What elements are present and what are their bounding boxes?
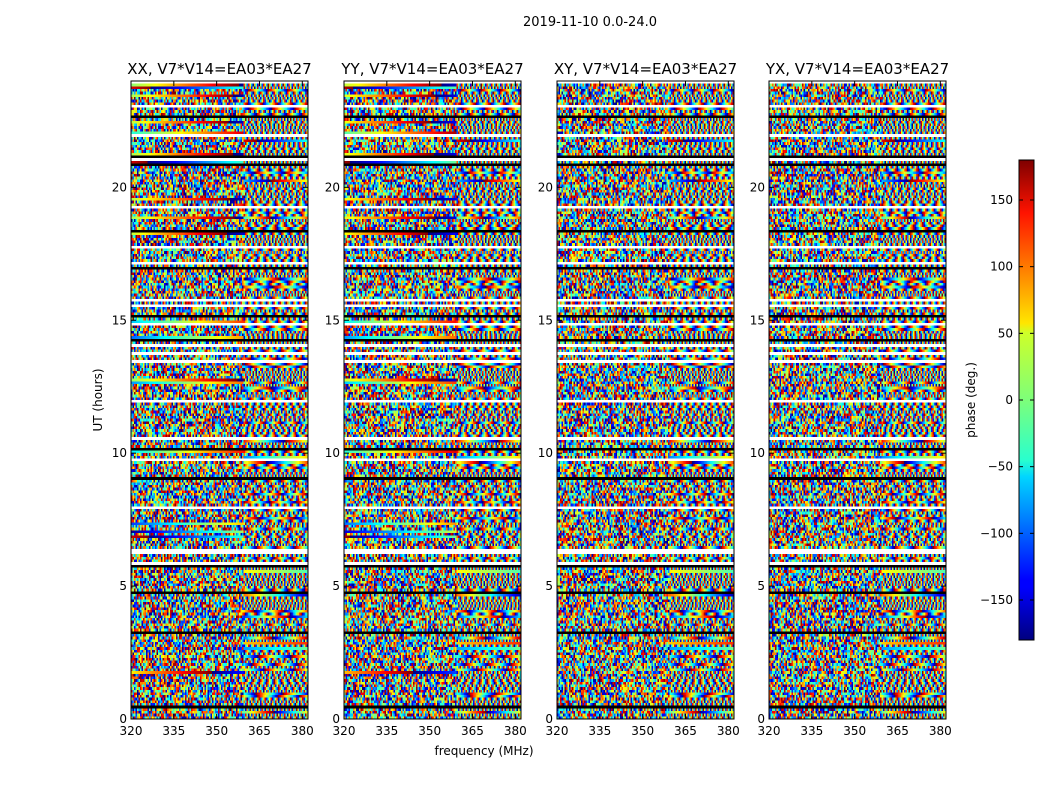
- panel-frame: [556, 80, 735, 720]
- y-tick-label: 5: [119, 579, 127, 593]
- y-tick-label: 20: [112, 180, 127, 194]
- y-tick-label: 0: [332, 712, 340, 726]
- x-tick-label: 320: [546, 724, 569, 738]
- panel-frame: [768, 80, 947, 720]
- x-tick-label: 320: [333, 724, 356, 738]
- colorbar-tick-label: 100: [990, 260, 1013, 274]
- y-tick-label: 5: [545, 579, 553, 593]
- panels-group: XX, V7*V14=EA03*EA27 320 335 350 365 380 0 5 10 1…: [112, 60, 952, 738]
- x-tick-label: 320: [758, 724, 781, 738]
- x-tick-label: 335: [375, 724, 398, 738]
- colorbar-ticks: −150 −100 −50 0 50 100 150: [980, 193, 1034, 607]
- x-axis-label: frequency (MHz): [434, 744, 533, 758]
- x-tick-label: 365: [674, 724, 697, 738]
- x-tick-label: 365: [461, 724, 484, 738]
- panel-title: XY, V7*V14=EA03*EA27: [554, 60, 737, 78]
- y-tick-label: 20: [325, 180, 340, 194]
- y-tick-label: 15: [538, 313, 553, 327]
- y-tick-label: 10: [112, 446, 127, 460]
- x-tick-label: 350: [631, 724, 654, 738]
- x-tick-label: 335: [800, 724, 823, 738]
- x-tick-label: 380: [717, 724, 740, 738]
- x-tick-label: 380: [504, 724, 527, 738]
- colorbar-tick-label: −150: [980, 593, 1013, 607]
- x-tick-label: 365: [886, 724, 909, 738]
- y-tick-label: 10: [750, 446, 765, 460]
- x-tick-label: 350: [843, 724, 866, 738]
- y-tick-label: 20: [538, 180, 553, 194]
- x-tick-label: 335: [588, 724, 611, 738]
- y-tick-label: 5: [332, 579, 340, 593]
- y-tick-label: 0: [545, 712, 553, 726]
- heatmap-image-xy: [557, 81, 734, 719]
- panel-title: YY, V7*V14=EA03*EA27: [340, 60, 523, 78]
- panel-frame: [130, 80, 309, 720]
- panel-title: XX, V7*V14=EA03*EA27: [127, 60, 311, 78]
- heatmap-image-xx: [131, 81, 308, 719]
- x-tick-label: 350: [418, 724, 441, 738]
- colorbar-tick-label: −100: [980, 526, 1013, 540]
- y-tick-label: 10: [325, 446, 340, 460]
- colorbar-tick-label: 0: [1005, 393, 1013, 407]
- figure-suptitle: 2019-11-10 0.0-24.0: [523, 15, 657, 30]
- y-tick-label: 0: [119, 712, 127, 726]
- y-tick-label: 10: [538, 446, 553, 460]
- colorbar-tick-label: −50: [988, 460, 1013, 474]
- colorbar: −150 −100 −50 0 50 100 150 phase (deg.): [964, 159, 1035, 641]
- panel-xy: XY, V7*V14=EA03*EA27 320 335 350 365 380 0 5 10 1…: [538, 60, 740, 738]
- x-tick-label: 335: [162, 724, 185, 738]
- y-tick-label: 0: [757, 712, 765, 726]
- panel-frame: [343, 80, 522, 720]
- colorbar-label: phase (deg.): [964, 362, 978, 438]
- x-tick-label: 380: [929, 724, 952, 738]
- colorbar-tick-label: 150: [990, 193, 1013, 207]
- y-axis-label: UT (hours): [91, 368, 105, 431]
- heatmap-image-yy: [344, 81, 521, 719]
- panel-yy: YY, V7*V14=EA03*EA27 320 335 350 365 380 0 5 10 1…: [325, 60, 527, 738]
- panel-xx: XX, V7*V14=EA03*EA27 320 335 350 365 380 0 5 10 1…: [112, 60, 314, 738]
- heatmap-image-yx: [769, 81, 946, 719]
- colorbar-tick-label: 50: [998, 326, 1013, 340]
- x-tick-label: 320: [120, 724, 143, 738]
- y-tick-label: 15: [325, 313, 340, 327]
- x-tick-label: 365: [248, 724, 271, 738]
- y-tick-label: 15: [112, 313, 127, 327]
- x-tick-label: 380: [291, 724, 314, 738]
- panel-title: YX, V7*V14=EA03*EA27: [765, 60, 949, 78]
- panel-yx: YX, V7*V14=EA03*EA27 320 335 350 365 380 0 5 10 1…: [750, 60, 952, 738]
- y-tick-label: 20: [750, 180, 765, 194]
- y-tick-label: 5: [757, 579, 765, 593]
- x-tick-label: 350: [205, 724, 228, 738]
- y-tick-label: 15: [750, 313, 765, 327]
